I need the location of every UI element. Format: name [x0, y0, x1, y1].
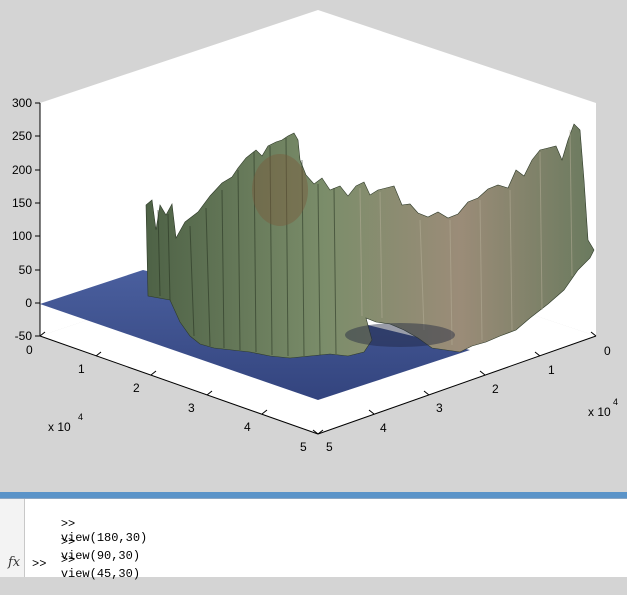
function-browser-button[interactable]: fx: [8, 555, 21, 570]
command-prompt: >>: [60, 553, 76, 567]
z-tick-label: 150: [12, 196, 32, 210]
right-axis-tick-label: 2: [492, 382, 499, 396]
z-tick-label: -50: [15, 329, 33, 343]
window-divider[interactable]: [0, 492, 627, 498]
left-axis-tick-label: 4: [244, 420, 251, 434]
command-window-gutter: [0, 499, 25, 577]
right-axis-ticks: 0 1 2 3 4 5: [312, 331, 611, 454]
right-axis-tick-label: 0: [604, 344, 611, 358]
left-axis-line: [39, 335, 319, 435]
surface-plot-axes[interactable]: 300 250 200 150 100 50 0 -50 0 1 2 3 4 5: [0, 0, 627, 492]
command-text: view(45,30): [60, 567, 141, 581]
right-axis-exponent-base: x 10: [588, 405, 611, 419]
terrain-surface: [145, 123, 595, 359]
right-axis-exponent-power: 4: [613, 397, 618, 407]
command-prompt: >>: [60, 517, 76, 531]
terrain-water-shadow: [345, 323, 455, 347]
command-prompt: >>: [32, 557, 47, 571]
right-axis-tick-label: 5: [326, 440, 333, 454]
z-tick-label: 250: [12, 129, 32, 143]
left-axis-tick-label: 2: [133, 381, 140, 395]
left-axis-tick-label: 1: [78, 362, 85, 376]
right-axis-tick-label: 4: [380, 421, 387, 435]
z-tick-label: 300: [12, 96, 32, 110]
right-axis-tick-label: 3: [436, 401, 443, 415]
command-text: view(180,30): [60, 531, 148, 545]
command-history-line: >> view(180,30): [32, 503, 147, 559]
left-axis-tick-label: 0: [26, 343, 33, 357]
left-axis-exponent-label: x 10: [48, 420, 71, 434]
command-prompt: >>: [60, 535, 76, 549]
right-axis-exponent-label: x 10: [588, 405, 611, 419]
right-axis-tick-label: 1: [548, 363, 555, 377]
left-axis-tick-label: 5: [300, 440, 307, 454]
command-history-line: >> view(90,30): [32, 521, 140, 577]
left-axis-exponent-base: x 10: [48, 420, 71, 434]
command-window[interactable]: fx >> view(180,30) >> view(90,30) >> vie…: [0, 498, 627, 581]
figure-window: 300 250 200 150 100 50 0 -50 0 1 2 3 4 5: [0, 0, 627, 492]
command-text: view(90,30): [60, 549, 141, 563]
z-axis-ticks: 300 250 200 150 100 50 0 -50: [12, 96, 40, 343]
right-axis-line: [317, 335, 597, 435]
z-tick-label: 0: [25, 296, 32, 310]
left-axis-ticks: 0 1 2 3 4 5: [26, 331, 324, 454]
z-tick-label: 50: [19, 263, 33, 277]
z-tick-label: 200: [12, 163, 32, 177]
command-history-line: >> view(45,30): [32, 539, 140, 595]
terrain-brown-patch: [252, 154, 308, 226]
terrain-highlights: [359, 129, 573, 346]
z-tick-label: 100: [12, 229, 32, 243]
left-axis-exponent-power: 4: [78, 412, 83, 422]
command-input-line[interactable]: >>: [32, 557, 46, 571]
terrain-shading: [157, 137, 337, 357]
left-axis-tick-label: 3: [188, 401, 195, 415]
